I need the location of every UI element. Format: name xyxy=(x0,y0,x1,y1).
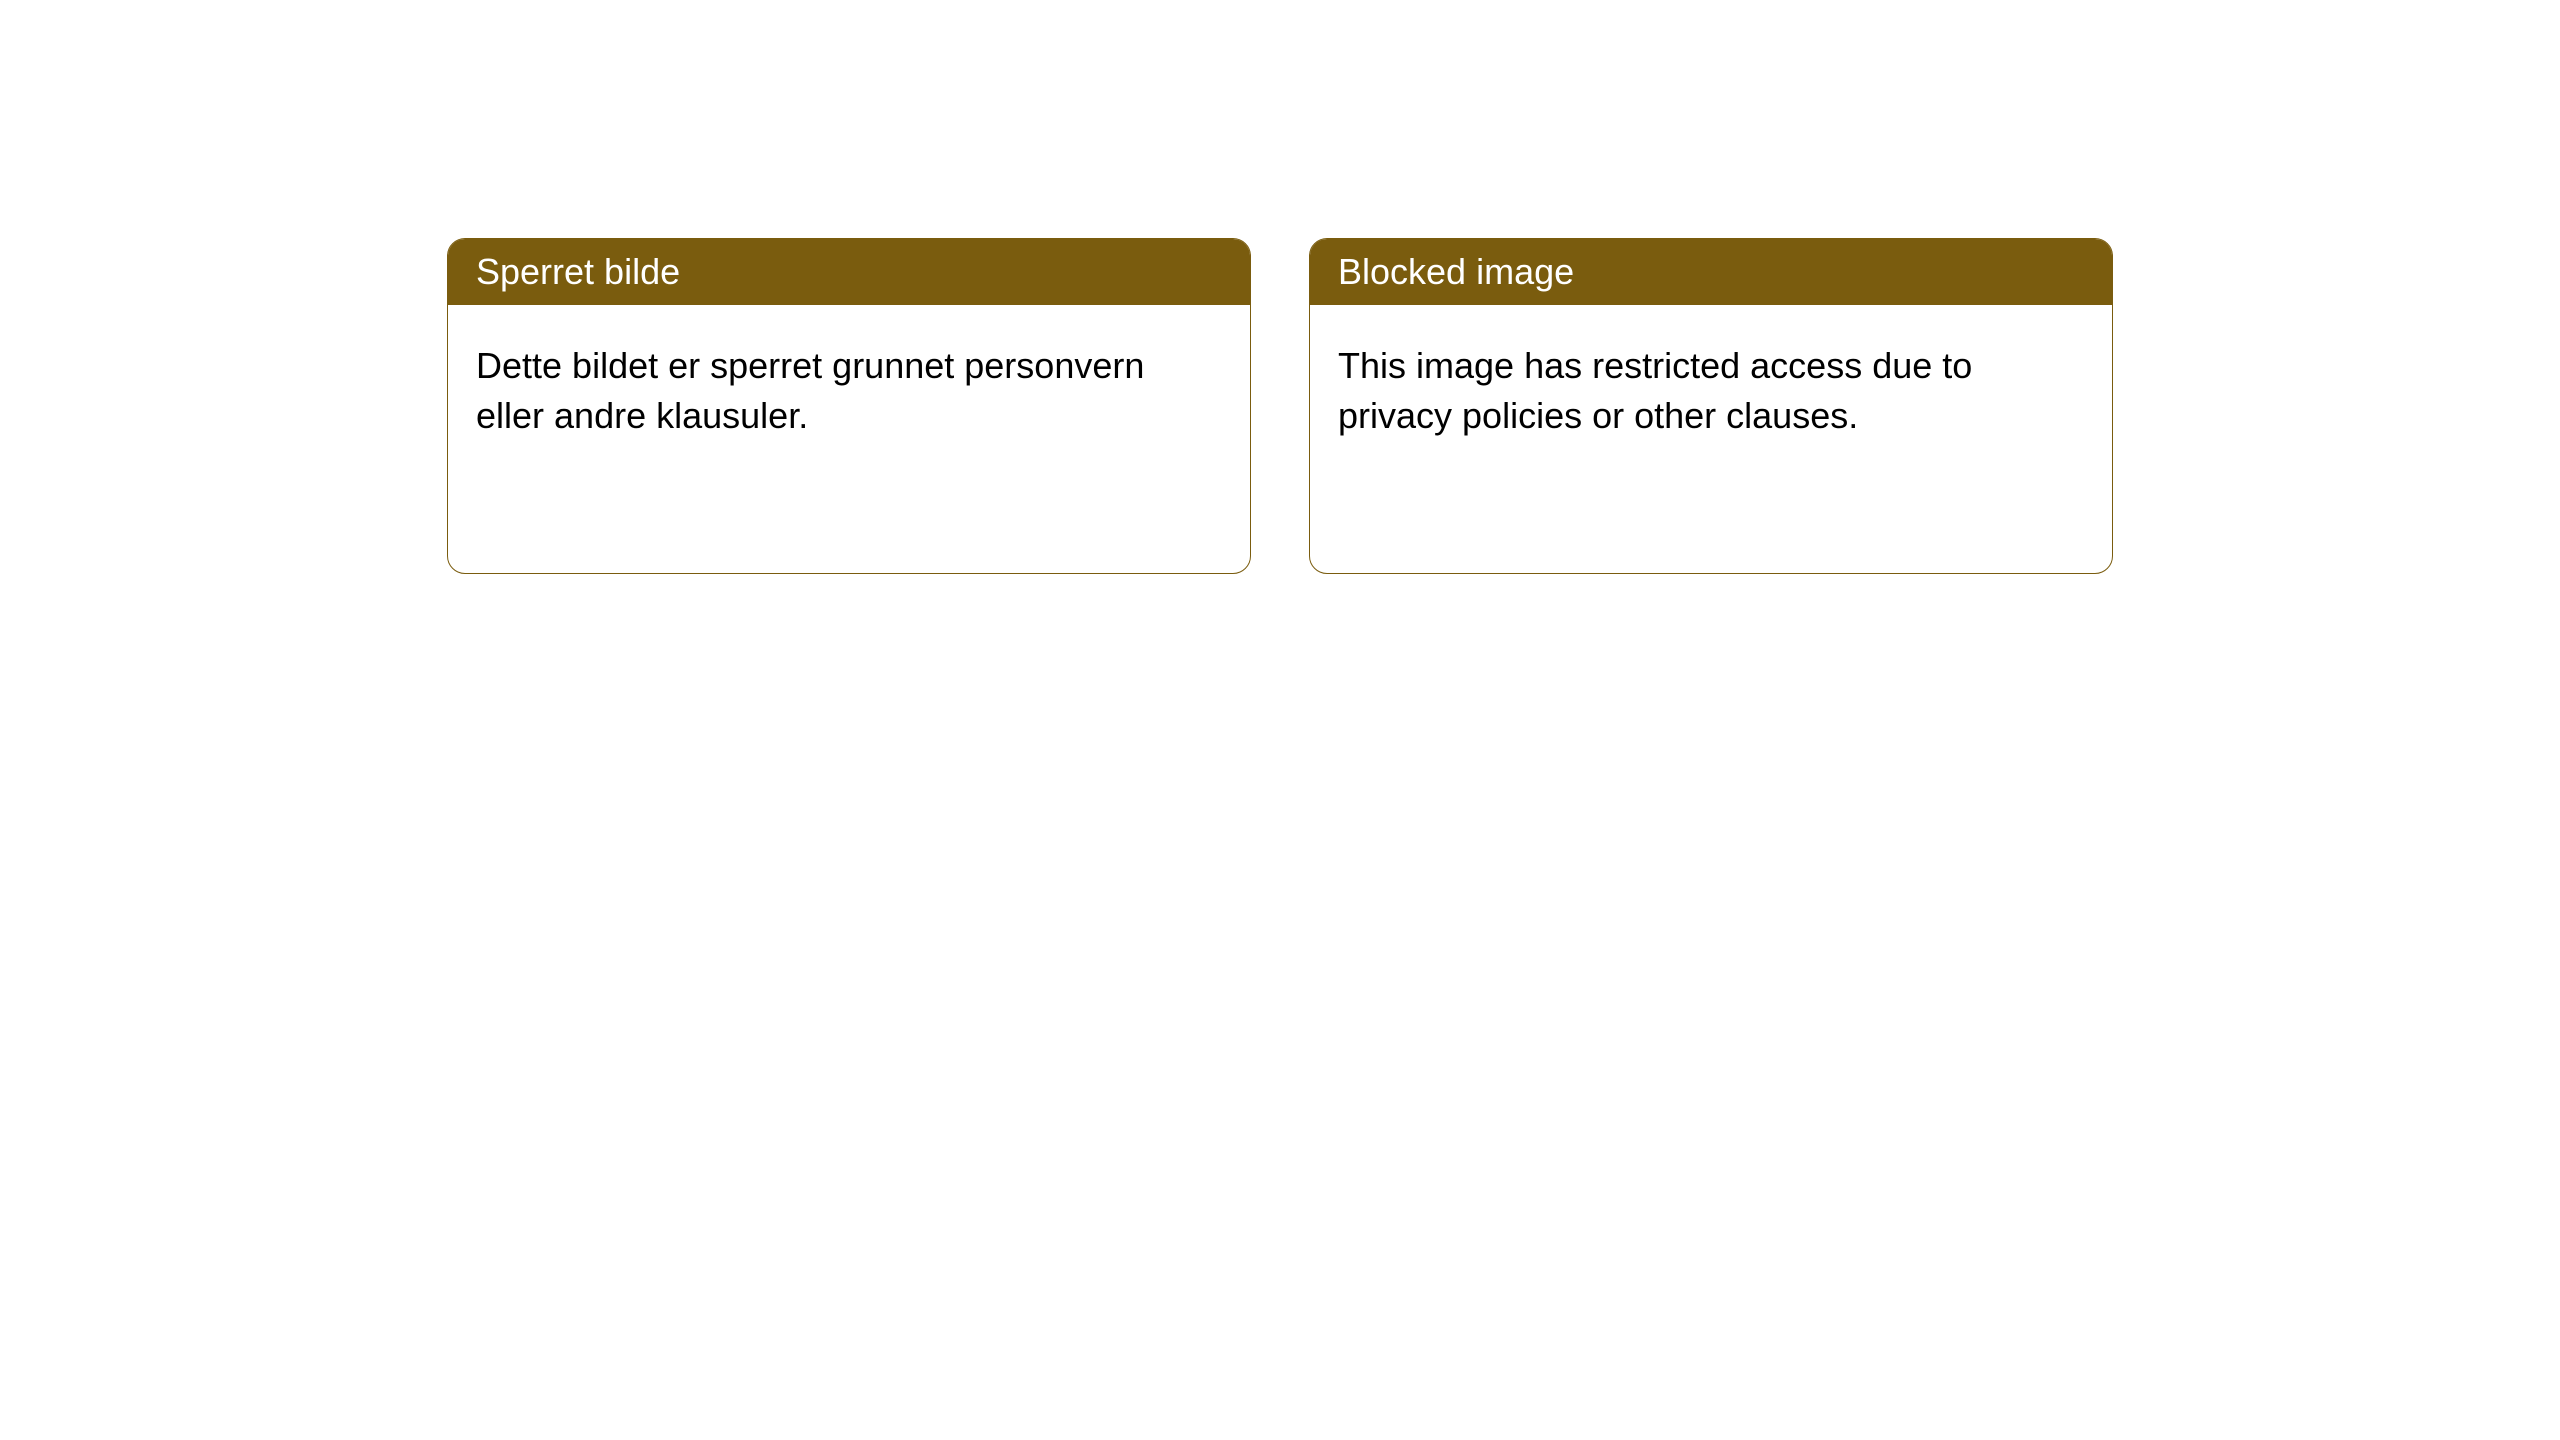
notice-card-english: Blocked image This image has restricted … xyxy=(1309,238,2113,574)
card-header: Sperret bilde xyxy=(448,239,1250,305)
card-header: Blocked image xyxy=(1310,239,2112,305)
notice-cards-container: Sperret bilde Dette bildet er sperret gr… xyxy=(447,238,2113,574)
notice-card-norwegian: Sperret bilde Dette bildet er sperret gr… xyxy=(447,238,1251,574)
card-title: Blocked image xyxy=(1338,251,1574,292)
card-body: This image has restricted access due to … xyxy=(1310,305,2112,478)
card-message: Dette bildet er sperret grunnet personve… xyxy=(476,345,1144,436)
card-title: Sperret bilde xyxy=(476,251,680,292)
card-message: This image has restricted access due to … xyxy=(1338,345,1972,436)
card-body: Dette bildet er sperret grunnet personve… xyxy=(448,305,1250,478)
